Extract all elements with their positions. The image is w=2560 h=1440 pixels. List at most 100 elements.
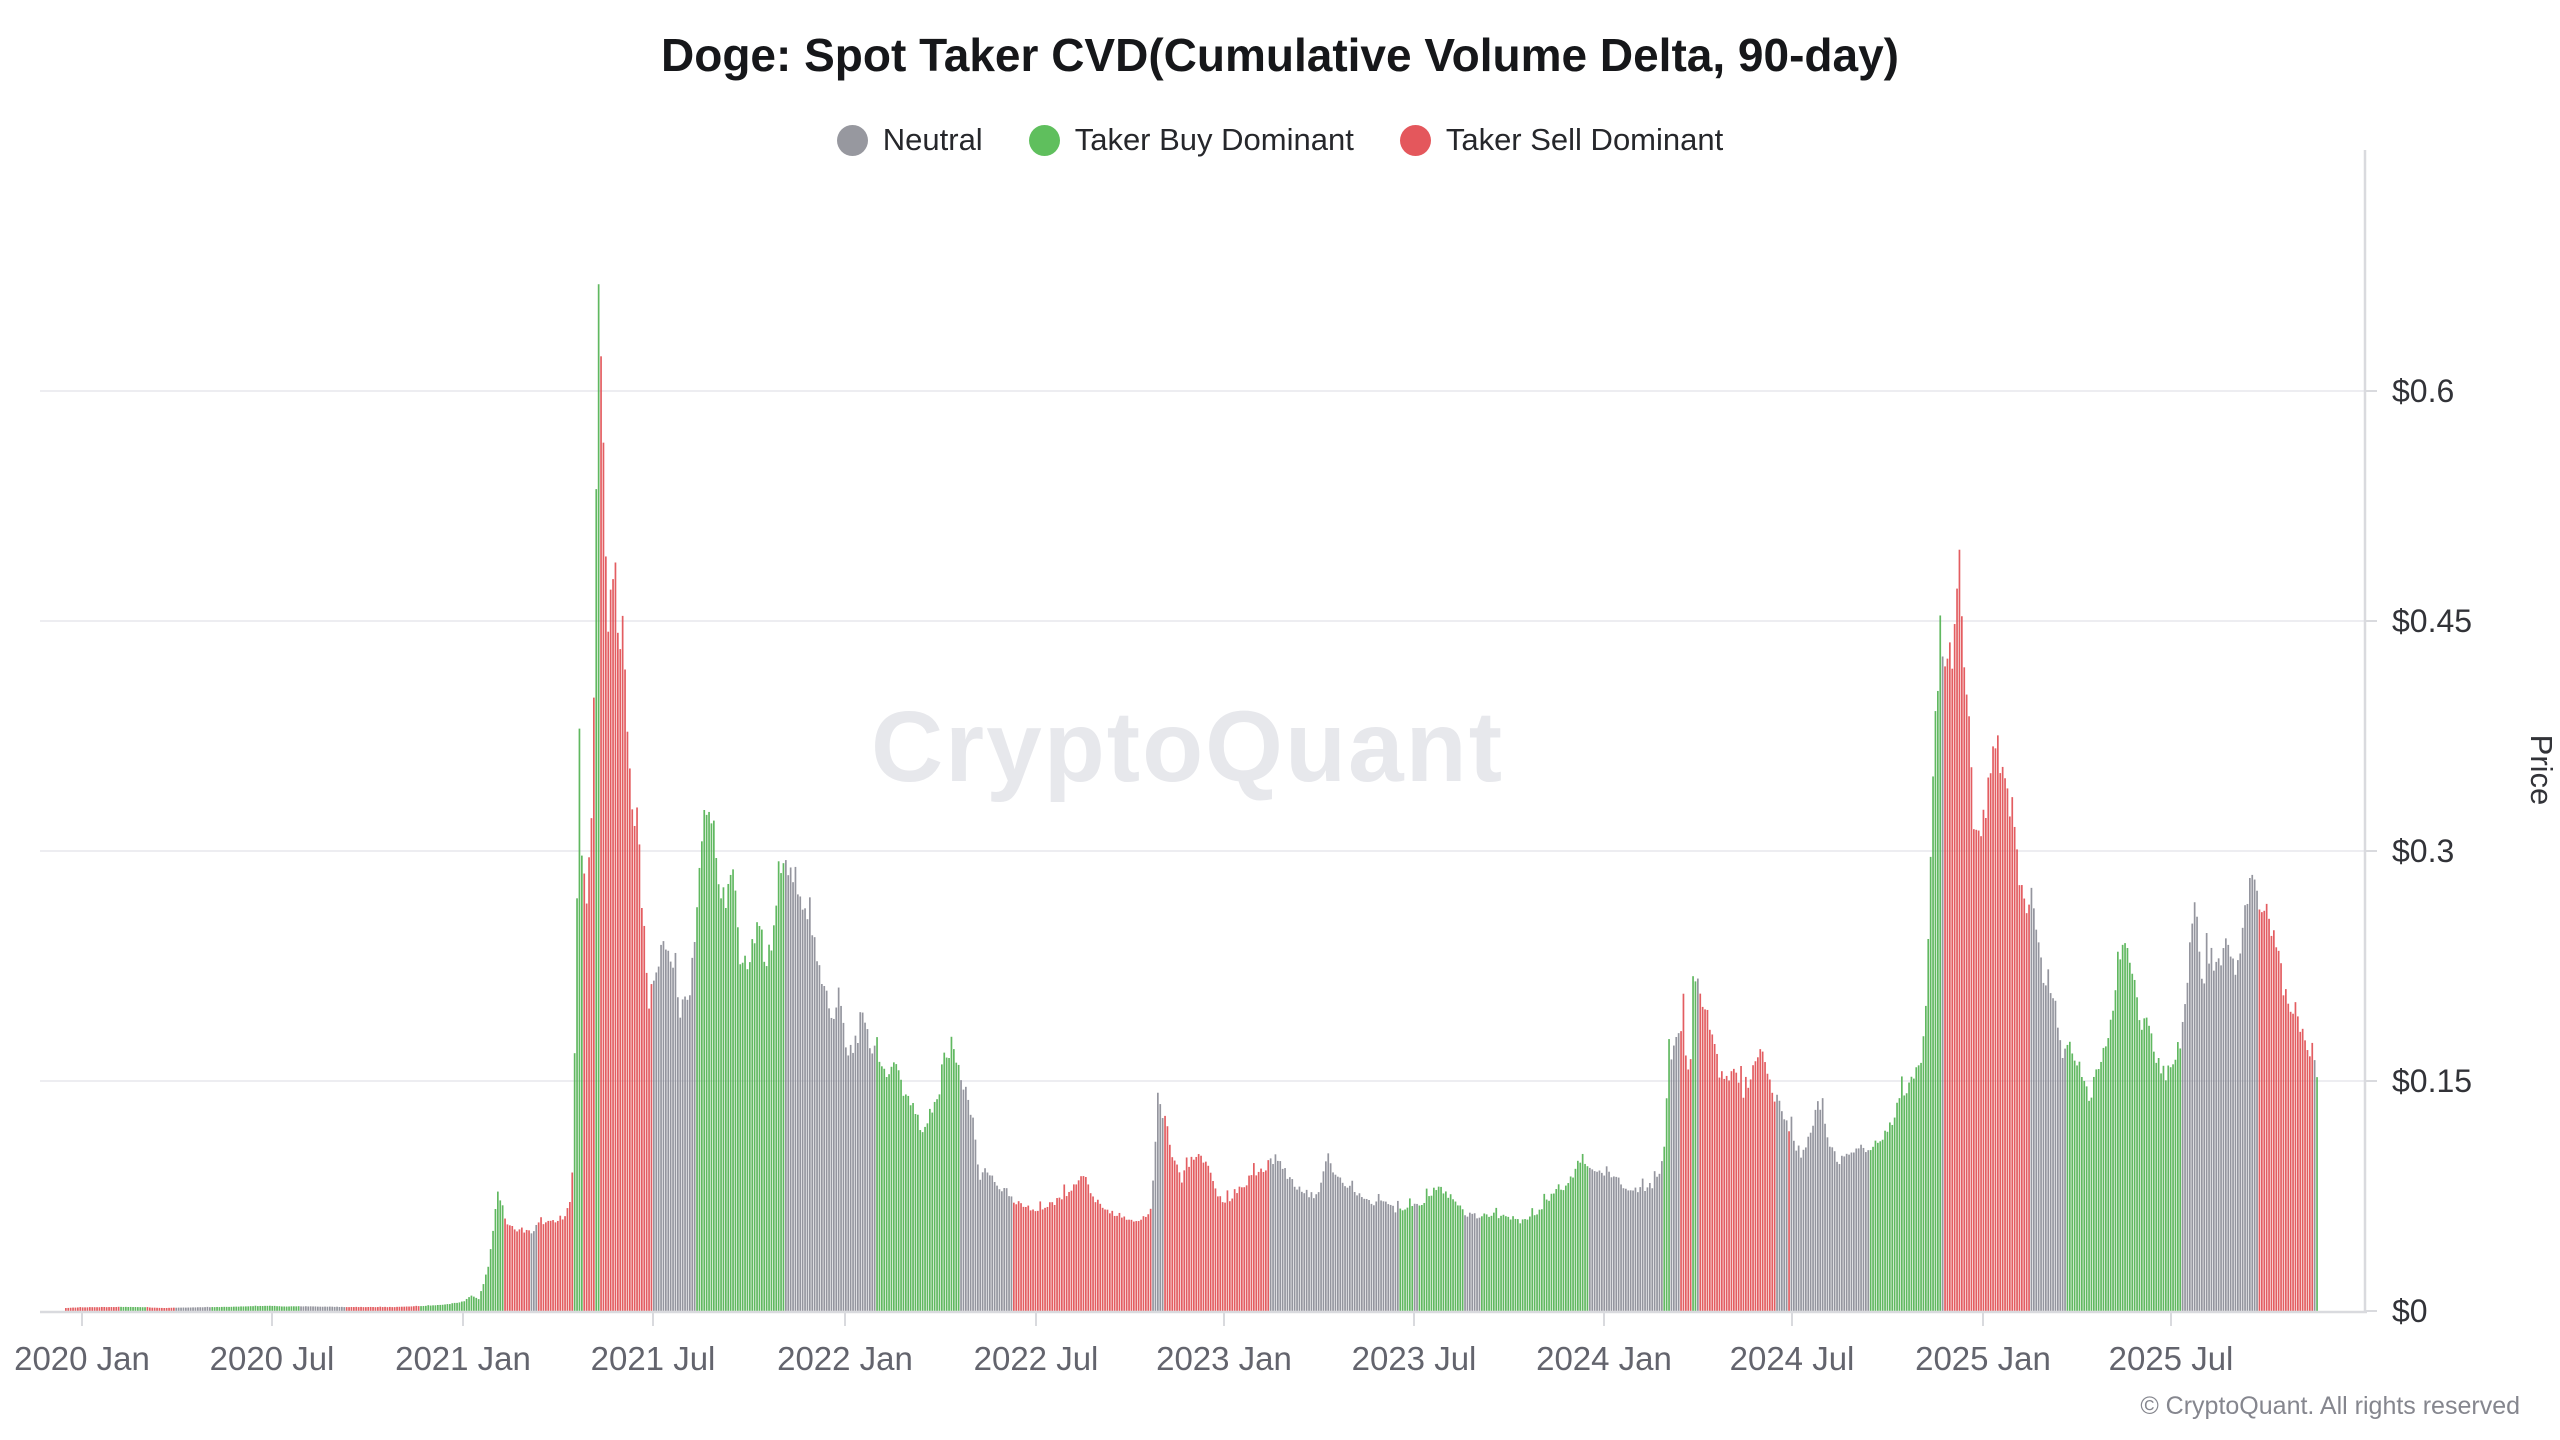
price-bar <box>1212 1181 1214 1311</box>
price-bar <box>86 1307 89 1311</box>
price-bar <box>809 897 811 1311</box>
price-bar <box>1080 1176 1082 1311</box>
price-bar <box>324 1306 326 1311</box>
price-bar <box>1481 1216 1483 1311</box>
price-bar <box>638 844 641 1311</box>
price-bar <box>1399 1208 1402 1311</box>
price-bar <box>2225 938 2227 1311</box>
x-tick-label: 2022 Jul <box>974 1340 1099 1377</box>
price-bar <box>2249 878 2251 1311</box>
price-bar <box>1411 1206 1414 1311</box>
price-bar <box>408 1306 410 1311</box>
price-bar <box>1202 1162 1205 1311</box>
price-bar <box>1430 1195 1433 1311</box>
price-bar <box>252 1306 254 1311</box>
price-bar <box>2165 1080 2167 1311</box>
price-bar <box>1764 1062 1766 1311</box>
price-bar <box>1013 1202 1015 1311</box>
price-bar <box>936 1099 938 1311</box>
price-bar <box>2004 778 2006 1311</box>
price-bar <box>1226 1190 1229 1311</box>
price-bar <box>345 1307 348 1311</box>
price-bar <box>581 855 583 1311</box>
price-bar <box>504 1218 506 1311</box>
price-bar <box>1865 1152 1867 1311</box>
price-bar <box>1133 1221 1135 1311</box>
price-bar <box>746 969 749 1311</box>
price-bar <box>1322 1171 1325 1311</box>
price-bar <box>1910 1076 1913 1311</box>
price-bar <box>1622 1188 1625 1311</box>
price-bar <box>813 937 816 1311</box>
legend-item-taker-buy[interactable]: Taker Buy Dominant <box>1028 122 1354 158</box>
price-bar <box>2229 956 2232 1311</box>
price-bar <box>576 898 578 1311</box>
price-bar <box>2306 1050 2309 1311</box>
legend-item-neutral[interactable]: Neutral <box>836 122 983 158</box>
price-bar <box>1922 1036 1925 1311</box>
price-bar <box>1401 1210 1404 1311</box>
price-bar <box>182 1307 185 1311</box>
price-bar <box>1404 1209 1406 1311</box>
price-bar <box>2294 1002 2297 1311</box>
price-bar <box>2285 989 2287 1311</box>
price-bar <box>1886 1131 1889 1311</box>
price-bar <box>782 863 785 1311</box>
price-bar <box>857 1042 859 1311</box>
price-bar <box>249 1306 252 1311</box>
neutral-dot-icon <box>836 124 868 156</box>
price-bar <box>1805 1147 1807 1311</box>
price-bar <box>1862 1147 1865 1311</box>
price-bar <box>686 999 689 1311</box>
price-bar <box>1370 1203 1373 1311</box>
price-bar <box>1997 735 1999 1311</box>
y-tick-label: $0 <box>2392 1293 2428 1329</box>
price-bar <box>1267 1160 1270 1311</box>
price-bar <box>2145 1017 2148 1311</box>
price-bar <box>2287 1003 2290 1311</box>
price-bar <box>1843 1156 1846 1311</box>
price-bar <box>189 1307 192 1311</box>
price-bar <box>1718 1077 1721 1311</box>
price-bar <box>2167 1065 2170 1311</box>
price-bar <box>1140 1219 1142 1311</box>
price-bar <box>1509 1219 1512 1311</box>
price-bar <box>1500 1215 1502 1311</box>
price-bar <box>319 1306 322 1311</box>
price-bar <box>1795 1150 1798 1311</box>
price-bar <box>1471 1213 1474 1311</box>
price-bar <box>1269 1158 1272 1311</box>
price-bar <box>1562 1190 1565 1311</box>
price-bar <box>2301 1028 2304 1311</box>
price-bar <box>1284 1168 1286 1311</box>
price-bar <box>1680 1031 1682 1311</box>
price-bar <box>1831 1147 1834 1311</box>
price-bar <box>641 908 643 1311</box>
x-tick-label: 2021 Jul <box>591 1340 716 1377</box>
price-bar <box>691 957 694 1311</box>
price-bar <box>2210 947 2213 1311</box>
price-bar <box>631 809 634 1311</box>
price-bar <box>881 1066 883 1311</box>
price-bar <box>518 1229 521 1311</box>
price-bar <box>689 995 691 1311</box>
price-bar <box>1332 1172 1334 1311</box>
price-bar <box>269 1305 271 1311</box>
price-bar <box>888 1074 890 1311</box>
price-bar <box>1265 1170 1267 1311</box>
price-bar <box>329 1306 331 1311</box>
chart-legend: Neutral Taker Buy Dominant Taker Sell Do… <box>0 122 2560 158</box>
price-bar <box>2186 982 2189 1311</box>
price-bar <box>957 1064 960 1311</box>
price-bar <box>1437 1186 1440 1311</box>
price-bar <box>1989 773 1992 1311</box>
price-bar <box>1593 1171 1596 1311</box>
price-bar <box>326 1306 329 1311</box>
legend-item-taker-sell[interactable]: Taker Sell Dominant <box>1399 122 1723 158</box>
price-bar <box>2239 953 2242 1311</box>
price-bar <box>2157 1058 2160 1311</box>
price-bar <box>842 1022 845 1311</box>
price-bar <box>1104 1209 1106 1311</box>
